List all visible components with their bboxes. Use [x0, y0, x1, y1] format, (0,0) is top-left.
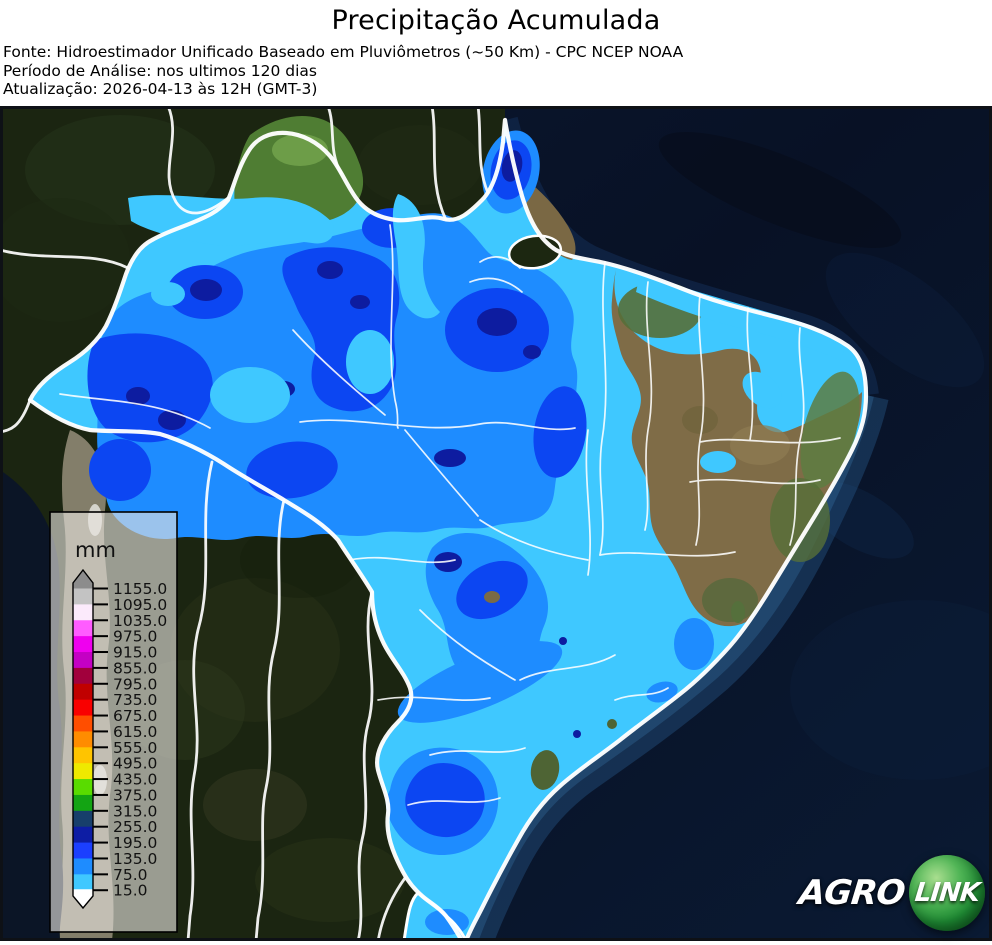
map-metadata: Fonte: Hidroestimador Unificado Baseado …: [3, 43, 683, 99]
legend-color-segment: [73, 699, 93, 717]
map-canvas: mm 1155.01095.01035.0975.0915.0855.0795.0…: [0, 106, 992, 941]
legend: mm 1155.01095.01035.0975.0915.0855.0795.0…: [49, 511, 178, 933]
amapa-coast-terrain: [522, 178, 576, 260]
legend-color-segment: [73, 652, 93, 669]
legend-color-segment: [73, 715, 93, 733]
legend-tick-label: 615.0: [113, 723, 157, 741]
legend-tick-label: 135.0: [113, 850, 157, 868]
agrolink-logo-sphere: LINK: [909, 855, 985, 931]
legend-tick-label: 855.0: [113, 659, 157, 677]
legend-tick-label: 195.0: [113, 834, 157, 852]
legend-tick-label: 255.0: [113, 818, 157, 836]
legend-color-segment: [73, 858, 93, 875]
legend-tick-label: 435.0: [113, 771, 157, 789]
legend-color-segment: [73, 588, 93, 605]
period-line: Período de Análise: nos ultimos 120 dias: [3, 61, 317, 80]
legend-tick-label: 795.0: [113, 675, 157, 693]
legend-tick-label: 315.0: [113, 802, 157, 820]
legend-tick-label: 675.0: [113, 707, 157, 725]
legend-box: [49, 511, 178, 933]
legend-color-segment: [73, 636, 93, 653]
legend-tick-label: 15.0: [113, 882, 148, 900]
legend-color-segment: [73, 874, 93, 891]
legend-color-segment: [73, 667, 93, 685]
map-frame: [0, 106, 992, 941]
legend-tick-label: 915.0: [113, 644, 157, 662]
legend-color-segment: [73, 683, 93, 701]
legend-color-segment: [73, 826, 93, 844]
legend-tick-label: 495.0: [113, 755, 157, 773]
legend-color-segment: [73, 763, 93, 780]
agrolink-logo: AGRO LINK: [796, 855, 985, 931]
legend-tick-label: 1095.0: [113, 596, 167, 614]
page-title: Precipitação Acumulada: [331, 5, 661, 36]
update-line: Atualização: 2026-04-13 às 12H (GMT-3): [3, 80, 318, 98]
legend-arrow-under: [73, 889, 93, 908]
legend-color-segment: [73, 810, 93, 828]
legend-tick-label: 1035.0: [113, 612, 167, 630]
legend-tick-label: 555.0: [113, 739, 157, 757]
legend-arrow-over: [73, 570, 93, 590]
legend-unit-label: mm: [75, 538, 116, 562]
legend-tick-label: 975.0: [113, 628, 157, 646]
legend-color-segment: [73, 794, 93, 812]
legend-tick-label: 75.0: [113, 866, 148, 884]
legend-tick-label: 735.0: [113, 691, 157, 709]
agrolink-logo-agro-text: AGRO: [796, 873, 907, 913]
agrolink-logo-link-text: LINK: [913, 878, 981, 908]
source-line: Fonte: Hidroestimador Unificado Baseado …: [3, 43, 684, 61]
legend-tick-label: 1155.0: [113, 580, 167, 598]
legend-tick-label: 375.0: [113, 786, 157, 804]
state-borders: [59, 224, 841, 806]
legend-color-segment: [73, 620, 93, 637]
precipitation-map: mm 1155.0 1095.0 1035.0 975.0 915.0 855.0 795.0…: [0, 106, 992, 941]
legend-color-segment: [73, 731, 93, 748]
legend-color-segment: [73, 842, 93, 860]
pacific-ocean: [0, 470, 64, 941]
legend-color-segment: [73, 604, 93, 621]
legend-color-segment: [73, 779, 93, 796]
legend-color-segment: [73, 747, 93, 764]
legend-colorbar-outline: [72, 568, 94, 910]
